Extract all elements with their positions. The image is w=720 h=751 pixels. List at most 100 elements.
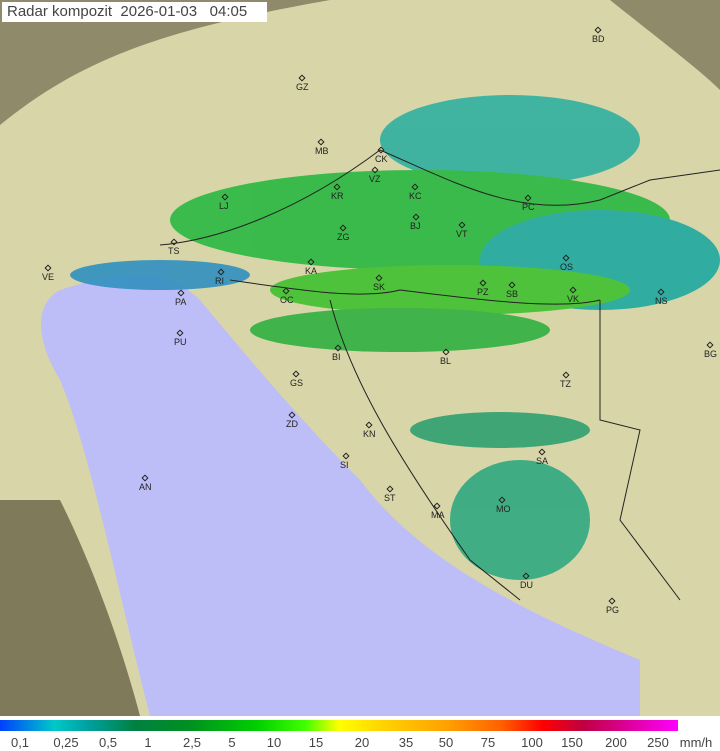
time-text: 04:05 [209,3,248,20]
city-label: ST [384,493,396,503]
city-marker [411,183,419,191]
city-label: PC [522,202,535,212]
city-marker [522,572,530,580]
italy-terrain [0,500,140,716]
city-marker [288,411,296,419]
city-label: RI [215,276,224,286]
city-label: VE [42,272,54,282]
city-marker [524,194,532,202]
city-label: BG [704,349,717,359]
city-label: BJ [410,221,421,231]
precipitation-legend-bar [0,720,678,731]
city-label: PU [174,337,187,347]
city-marker [317,138,325,146]
city-label: VK [567,294,579,304]
legend-label: 0,25 [53,735,79,750]
city-marker [657,288,665,296]
city-label: BI [332,352,341,362]
city-label: TZ [560,379,571,389]
city-marker [365,421,373,429]
city-label: MB [315,146,329,156]
city-label: NS [655,296,668,306]
radar-map[interactable]: GZ BD MB CK VZ KR KC LJ ZG BJ VT PC TS VE RI KA SK OS PA PZ… [0,0,720,716]
city-marker [608,597,616,605]
city-marker [342,452,350,460]
city-marker [706,341,714,349]
legend-label: 50 [438,735,454,750]
city-label: PA [175,297,186,307]
city-marker [562,254,570,262]
city-label: PZ [477,287,489,297]
city-label: TS [168,246,180,256]
city-marker [298,74,306,82]
city-label: ZG [337,232,350,242]
city-markers: GZ BD MB CK VZ KR KC LJ ZG BJ VT PC TS VE RI KA SK OS PA PZ… [42,26,717,615]
city-label: SB [506,289,518,299]
city-label: OS [560,262,573,272]
city-label: SA [536,456,548,466]
map-title: Radar kompozit 2026-01-03 04:05 [2,2,267,22]
city-marker [333,183,341,191]
city-marker [562,371,570,379]
legend-label: 100 [521,735,543,750]
city-marker [375,274,383,282]
legend-label: 200 [605,735,627,750]
city-label: OC [280,295,294,305]
city-label: DU [520,580,533,590]
borders [159,149,720,601]
city-marker [44,264,52,272]
city-marker [386,485,394,493]
legend-label: 0,1 [10,735,30,750]
legend-label: 10 [266,735,282,750]
city-marker [594,26,602,34]
city-label: SI [340,460,349,470]
city-marker [433,502,441,510]
legend-label: 250 [647,735,669,750]
city-label: ZD [286,419,298,429]
city-label: GS [290,378,303,388]
city-marker [538,448,546,456]
city-marker [442,348,450,356]
city-marker [292,370,300,378]
city-marker [377,146,385,154]
city-label: KA [305,266,317,276]
city-marker [479,279,487,287]
legend-labels: 0,1 0,25 0,5 1 2,5 5 10 15 20 35 50 75 100 150 200 250 m… [0,735,720,751]
city-marker [176,329,184,337]
legend-label: 5 [228,735,236,750]
city-label: KC [409,191,422,201]
legend-label: 20 [354,735,370,750]
title-text: Radar kompozit [7,3,113,20]
city-marker [177,289,185,297]
city-marker [217,268,225,276]
city-marker [221,193,229,201]
city-marker [141,474,149,482]
date-text: 2026-01-03 [120,3,198,20]
city-marker [569,286,577,294]
city-marker [334,344,342,352]
city-label: KN [363,429,376,439]
legend-label: 35 [398,735,414,750]
city-marker [458,221,466,229]
city-label: BD [592,34,605,44]
precipitation [70,95,720,580]
city-marker [508,281,516,289]
city-label: VZ [369,174,381,184]
city-label: GZ [296,82,309,92]
city-marker [170,238,178,246]
legend-label: 0,5 [98,735,118,750]
legend-label: 1 [144,735,152,750]
city-label: PG [606,605,619,615]
city-label: BL [440,356,451,366]
city-marker [307,258,315,266]
city-marker [371,166,379,174]
adriatic-sea [41,276,640,716]
legend-unit: mm/h [679,735,713,750]
city-label: LJ [219,201,229,211]
city-label: VT [456,229,468,239]
city-label: KR [331,191,344,201]
city-marker [498,496,506,504]
city-label: SK [373,282,385,292]
city-label: AN [139,482,152,492]
city-label: MO [496,504,511,514]
